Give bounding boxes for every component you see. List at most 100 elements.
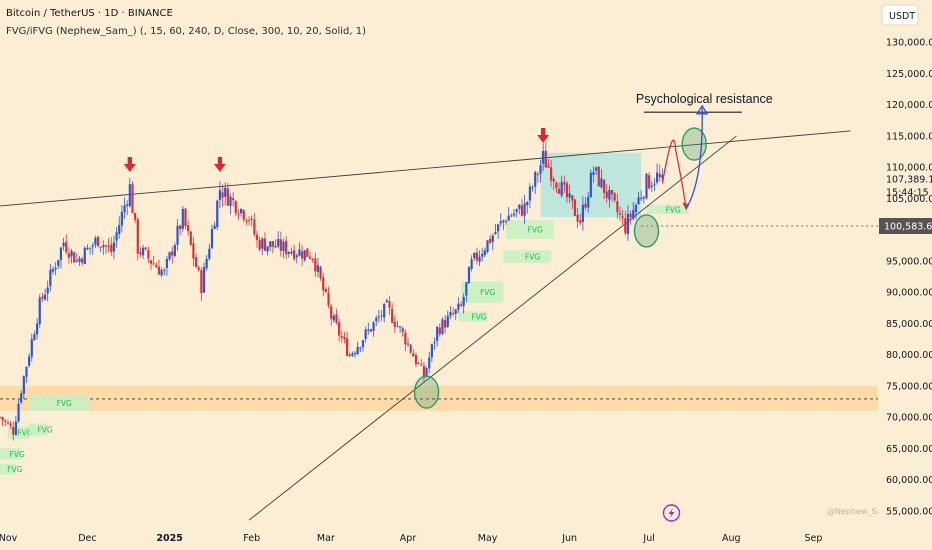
candle — [173, 242, 176, 258]
candle — [595, 166, 598, 176]
price-tick-label: 60,000.00 — [886, 475, 932, 486]
candle — [234, 199, 237, 217]
candle — [597, 165, 600, 187]
candle — [240, 208, 243, 217]
candle — [295, 253, 298, 264]
candle — [221, 184, 224, 208]
fvg-zone — [0, 463, 16, 475]
time-tick-label: Jul — [642, 533, 654, 544]
price-tick-label: 85,000.00 — [886, 319, 932, 330]
candle — [205, 254, 208, 271]
price-tick-label: 80,000.00 — [886, 350, 932, 361]
candle — [544, 141, 547, 168]
candle — [176, 219, 179, 251]
price-tick-label: 70,000.00 — [886, 413, 932, 424]
candle — [25, 366, 28, 384]
candle — [70, 248, 73, 264]
fvg-label: FVG — [471, 312, 486, 321]
annotations-layer: @Nephew_Sam_ — [123, 104, 894, 522]
fvg-zone — [461, 281, 504, 303]
candle — [306, 248, 309, 258]
fvg-label: FVG — [480, 288, 495, 297]
candle — [645, 172, 648, 200]
candle — [20, 390, 23, 405]
candle — [255, 230, 259, 248]
candle — [78, 255, 81, 266]
price-tick-label: 95,000.00 — [886, 256, 932, 267]
candle — [444, 315, 447, 333]
countdown-label: 15:44:15 — [886, 187, 929, 198]
fvg-label: FVG — [17, 429, 32, 438]
candle — [446, 310, 449, 328]
candle — [324, 287, 327, 294]
candle — [6, 419, 10, 425]
candle — [96, 235, 100, 247]
candle — [30, 333, 33, 362]
candle — [610, 189, 614, 203]
candle — [75, 253, 78, 263]
candle — [600, 169, 603, 189]
candle — [14, 415, 17, 436]
candle — [648, 172, 651, 189]
candle — [311, 257, 314, 263]
candle — [112, 235, 116, 260]
candle — [560, 175, 563, 198]
candle — [226, 182, 229, 207]
candle — [308, 251, 312, 260]
lightning-icon[interactable] — [662, 504, 681, 522]
candle — [401, 326, 404, 337]
candle — [0, 416, 2, 419]
candle — [327, 286, 330, 309]
candle — [542, 143, 545, 172]
candle — [269, 241, 272, 252]
candle — [46, 280, 49, 302]
candle — [335, 308, 338, 325]
candle — [12, 421, 15, 441]
candle — [412, 349, 415, 357]
candle — [345, 331, 349, 357]
candle — [391, 302, 394, 324]
candle — [534, 170, 537, 194]
candle — [194, 253, 198, 268]
candle — [57, 259, 60, 270]
candle — [282, 238, 285, 258]
candle — [330, 303, 333, 326]
candle — [369, 328, 373, 333]
candle — [383, 303, 386, 323]
candle — [507, 206, 510, 221]
candle — [428, 352, 431, 374]
candle — [81, 256, 84, 266]
candle — [475, 247, 479, 265]
candle — [420, 359, 423, 366]
candle — [287, 251, 290, 258]
candle — [539, 159, 542, 183]
candle — [338, 318, 341, 342]
candle — [197, 265, 200, 272]
candle — [576, 208, 579, 228]
candle — [637, 192, 640, 205]
candle — [626, 205, 630, 241]
candle — [618, 206, 622, 221]
candle — [417, 361, 420, 365]
price-axis-panel[interactable] — [878, 0, 932, 550]
candle — [4, 419, 7, 427]
currency-button[interactable]: USDT — [881, 4, 919, 26]
candle — [9, 420, 12, 429]
candle — [465, 281, 468, 303]
time-tick-label: Feb — [243, 533, 260, 544]
candle — [38, 294, 41, 328]
candle — [168, 251, 171, 262]
candle — [608, 185, 611, 208]
arrow-down-icon — [537, 128, 550, 143]
candle — [640, 190, 643, 202]
candle — [642, 195, 645, 204]
candle — [629, 210, 632, 225]
indicator-legend[interactable]: FVG/iFVG (Nephew_Sam_) (, 15, 60, 240, D… — [6, 26, 366, 37]
projection-path-down — [661, 139, 687, 209]
candle — [157, 259, 161, 275]
candle — [147, 246, 150, 263]
candle — [218, 181, 222, 209]
current-price-label: 107,389.14 — [886, 174, 932, 185]
